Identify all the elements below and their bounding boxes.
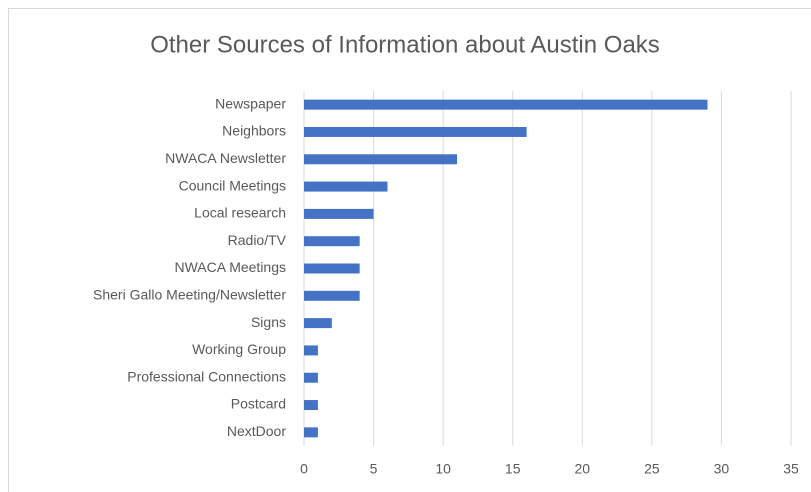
y-tick-label: Radio/TV bbox=[228, 232, 287, 248]
y-tick-label: Council Meetings bbox=[179, 177, 286, 193]
y-tick-label: NextDoor bbox=[227, 423, 286, 439]
bar bbox=[304, 427, 318, 438]
bar bbox=[304, 181, 388, 192]
y-tick-label: Working Group bbox=[192, 341, 286, 357]
bar bbox=[304, 290, 360, 301]
chart-title: Other Sources of Information about Austi… bbox=[150, 31, 660, 58]
bar bbox=[304, 208, 374, 219]
bar bbox=[304, 318, 332, 329]
y-tick-label: Postcard bbox=[231, 396, 286, 412]
x-tick-label: 10 bbox=[435, 461, 451, 477]
y-tick-label: Sheri Gallo Meeting/Newsletter bbox=[93, 287, 286, 303]
bar bbox=[304, 400, 318, 411]
bar bbox=[304, 263, 360, 274]
y-tick-label: Local research bbox=[194, 205, 286, 221]
x-tick-label: 5 bbox=[370, 461, 378, 477]
y-tick-label: Newspaper bbox=[215, 95, 286, 111]
x-tick-label: 25 bbox=[644, 461, 660, 477]
bar bbox=[304, 236, 360, 247]
x-tick-label: 20 bbox=[574, 461, 590, 477]
x-tick-label: 0 bbox=[300, 461, 308, 477]
bar bbox=[304, 345, 318, 356]
bar bbox=[304, 154, 458, 165]
x-tick-label: 30 bbox=[714, 461, 730, 477]
bar bbox=[304, 99, 708, 110]
x-tick-label: 35 bbox=[783, 461, 799, 477]
x-tick-label: 15 bbox=[505, 461, 521, 477]
bar bbox=[304, 126, 527, 137]
y-tick-label: Neighbors bbox=[222, 123, 286, 139]
y-tick-label: NWACA Newsletter bbox=[165, 150, 286, 166]
y-tick-label: Professional Connections bbox=[127, 368, 286, 384]
chart-border bbox=[8, 8, 811, 492]
bar bbox=[304, 372, 318, 383]
y-tick-label: Signs bbox=[251, 314, 286, 330]
y-tick-label: NWACA Meetings bbox=[174, 259, 286, 275]
